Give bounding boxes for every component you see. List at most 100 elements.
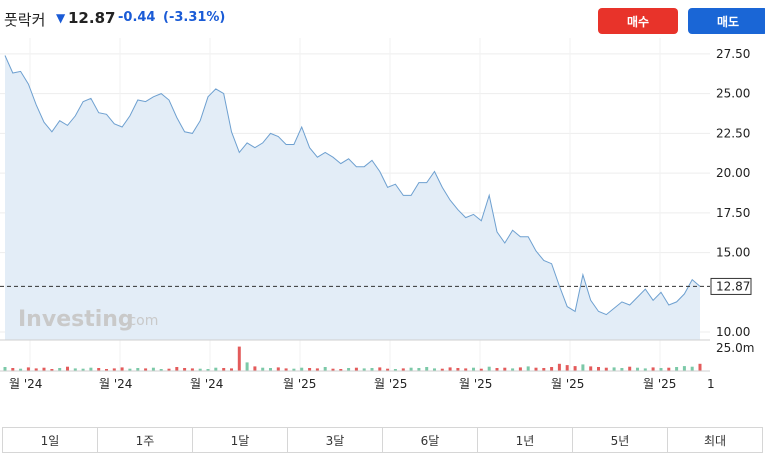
x-axis: 월 '24 월 '24 월 '24 월 '25 월 '25 월 '25 월 '25 월 '25… (9, 377, 715, 391)
volume-bar (3, 367, 7, 371)
volume-bar (526, 366, 530, 371)
period-3m[interactable]: 3달 (288, 428, 383, 452)
price-area-fill (5, 55, 700, 340)
buy-button[interactable]: 매수 (598, 8, 678, 34)
volume-bar (362, 368, 366, 371)
volume-bar (206, 369, 210, 371)
volume-bar (331, 368, 335, 371)
volume-bar (222, 368, 226, 371)
volume-bar (198, 368, 202, 371)
volume-bar (159, 369, 163, 371)
volume-bar (128, 368, 132, 371)
volume-bar (401, 368, 405, 371)
volume-bar (81, 368, 85, 371)
volume-bar (183, 368, 187, 371)
volume-bar (386, 368, 390, 371)
x-tick-label: 월 '24 (99, 377, 132, 391)
volume-bar (682, 366, 686, 371)
volume-bar (651, 367, 655, 371)
volume-bar (237, 346, 241, 371)
volume-bar (269, 368, 272, 371)
volume-bar (167, 368, 171, 371)
volume-bar (292, 368, 296, 371)
volume-bar (589, 366, 593, 371)
volume-bar (440, 368, 444, 371)
period-1m[interactable]: 1달 (193, 428, 288, 452)
period-1w[interactable]: 1주 (98, 428, 193, 452)
period-5y[interactable]: 5년 (573, 428, 668, 452)
volume-bar (89, 367, 93, 371)
arrow-down-icon: ▼ (56, 11, 66, 25)
volume-bar (284, 368, 288, 371)
volume-bar (417, 368, 421, 371)
volume-bar (659, 368, 663, 371)
y-tick-label: 25.00 (716, 87, 750, 101)
volume-bar (11, 368, 15, 371)
volume-bar (315, 368, 319, 371)
volume-bar (120, 367, 124, 371)
last-price-tag (710, 277, 752, 295)
volume-bar (542, 368, 546, 371)
x-tick-label: 월 '25 (374, 377, 407, 391)
volume-bar (503, 367, 507, 371)
y-axis: 27.50 25.00 22.50 20.00 17.50 15.00 10.00 (716, 47, 750, 339)
x-tick-label: 월 '25 (459, 377, 492, 391)
price-change-percent: (-3.31%) (163, 10, 226, 25)
last-price-tag-label: 12.87 (716, 279, 750, 293)
volume-bar (581, 364, 585, 371)
volume-bar (136, 368, 140, 371)
volume-bar (667, 367, 671, 371)
volume-bar (409, 367, 413, 371)
x-tick-label: 월 '24 (9, 377, 42, 391)
volume-bar (105, 369, 108, 371)
volume-bar (339, 369, 343, 371)
volume-bar (151, 367, 155, 371)
x-tick-label: 월 '24 (190, 377, 223, 391)
volume-bar (612, 367, 616, 371)
volume-bar (19, 368, 23, 371)
volume-bar (245, 362, 249, 371)
volume-bar (175, 367, 179, 371)
period-max[interactable]: 최대 (703, 433, 727, 448)
volume-bar (433, 368, 436, 371)
volume-bar (230, 368, 233, 371)
volume-bar (448, 367, 452, 371)
volume-bar (66, 366, 69, 371)
volume-bar (534, 367, 538, 371)
period-1d[interactable]: 1일 (3, 428, 98, 452)
volume-bar (573, 366, 577, 371)
period-6m[interactable]: 6달 (383, 428, 478, 452)
volume-bar (308, 368, 312, 371)
volume-bar (323, 367, 327, 371)
volume-bar (456, 368, 460, 371)
volume-bar (26, 367, 30, 371)
volume-bar (300, 367, 304, 371)
volume-bar (112, 368, 116, 371)
volume-bar (643, 368, 647, 371)
volume-bar (276, 367, 280, 371)
volume-bar (42, 367, 46, 371)
period-1y[interactable]: 1년 (478, 428, 573, 452)
volume-bar (370, 368, 374, 371)
volume-bar (604, 367, 608, 371)
price-change: -0.44 (118, 10, 156, 25)
price-chart[interactable]: 12.87 27.50 25.00 22.50 20.00 17.50 15.00 10.0… (0, 38, 765, 393)
sell-button[interactable]: 매도 (688, 8, 765, 34)
watermark-text: Investing (18, 307, 134, 332)
volume-bar (557, 363, 561, 371)
volume-bar (698, 363, 702, 371)
volume-bar (393, 369, 397, 371)
volume-bar (550, 367, 554, 371)
y-tick-label: 22.50 (716, 126, 750, 140)
volume-bar (511, 368, 515, 371)
stock-name: 풋락커 (4, 11, 46, 29)
volume-bar (50, 369, 54, 371)
volume-bar (464, 368, 468, 371)
volume-bar (487, 366, 491, 371)
volume-bar (58, 368, 62, 371)
volume-bar (261, 367, 265, 371)
quote-header: 풋락커 ▼ 12.87 -0.44 (-3.31%) 매수 매도 (0, 0, 765, 38)
volume-bar (97, 368, 101, 371)
volume-bar (565, 365, 569, 371)
y-tick-label: 17.50 (716, 206, 750, 220)
